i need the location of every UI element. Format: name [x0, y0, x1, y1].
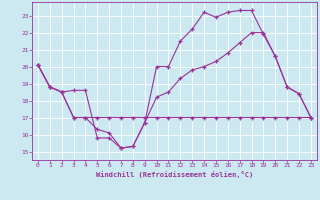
- X-axis label: Windchill (Refroidissement éolien,°C): Windchill (Refroidissement éolien,°C): [96, 171, 253, 178]
